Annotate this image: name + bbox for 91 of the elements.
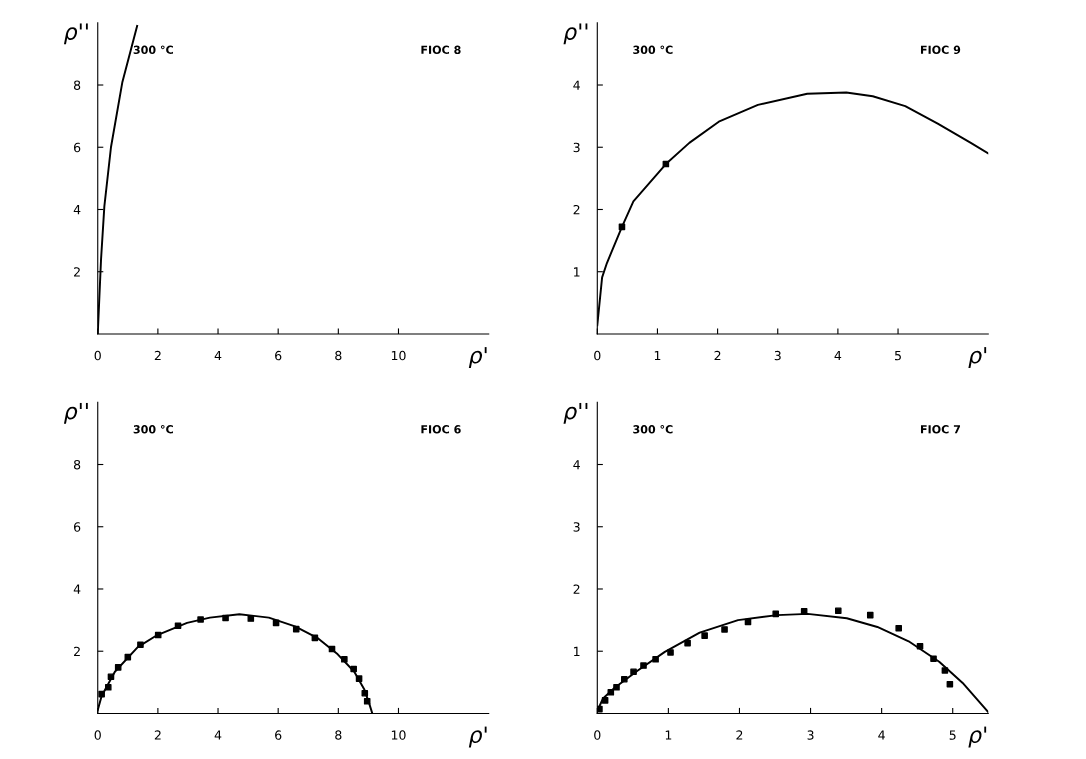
y-tick-label: 3 <box>573 522 580 532</box>
x-tick-label: 1 <box>665 730 672 740</box>
y-tick-label: 1 <box>574 646 580 656</box>
y-tick-label: 4 <box>573 80 580 90</box>
point <box>350 665 357 673</box>
y-tick-label: 4 <box>73 205 81 215</box>
y-tick-label: 2 <box>74 646 80 656</box>
y-axis-title: ρ'' <box>63 402 88 424</box>
y-tick-label: 6 <box>73 142 81 153</box>
x-tick-label: 0 <box>94 730 101 740</box>
point <box>895 624 902 632</box>
x-tick-label: 0 <box>594 350 601 361</box>
y-tick-label: 3 <box>573 142 580 153</box>
x-axis-title: ρ' <box>468 347 487 368</box>
annotation: FIOC 8 <box>421 45 461 54</box>
point <box>104 684 112 691</box>
x-tick-label: 4 <box>878 730 885 740</box>
x-tick-label: 3 <box>774 350 781 361</box>
point <box>721 626 728 633</box>
point <box>361 689 369 697</box>
point <box>621 675 628 683</box>
point <box>341 656 348 663</box>
y-axis-title: ρ'' <box>63 23 88 45</box>
x-tick-label: 8 <box>335 730 342 740</box>
y-tick-label: 2 <box>573 584 580 594</box>
y-axis-title: ρ'' <box>563 23 588 45</box>
y-tick-label: 2 <box>74 267 80 277</box>
x-tick-label: 6 <box>275 730 282 740</box>
x-tick-label: 0 <box>594 730 601 740</box>
y-axis-title: ρ'' <box>563 402 588 424</box>
point <box>866 611 874 619</box>
point <box>363 698 371 705</box>
x-axis-title: ρ' <box>968 726 987 748</box>
annotation: FIOC 7 <box>920 425 961 434</box>
y-tick-label: 6 <box>73 522 81 532</box>
point <box>946 680 954 688</box>
x-tick-label: 3 <box>807 730 814 740</box>
point <box>667 649 674 656</box>
y-tick-label: 1 <box>574 267 580 277</box>
point <box>772 610 780 618</box>
point <box>601 697 609 704</box>
x-tick-label: 2 <box>736 730 743 740</box>
y-tick-label: 8 <box>73 459 81 470</box>
x-axis-title: ρ' <box>468 726 487 748</box>
point <box>834 607 842 615</box>
x-tick-label: 6 <box>275 350 282 361</box>
x-tick-label: 4 <box>214 730 222 740</box>
x-tick-label: 5 <box>895 351 901 361</box>
x-tick-label: 2 <box>154 730 161 740</box>
y-tick-label: 2 <box>573 204 580 215</box>
point <box>607 689 615 696</box>
x-tick-label: 0 <box>94 350 101 361</box>
x-tick-label: 2 <box>154 350 161 361</box>
point <box>941 667 949 674</box>
annotation: 300 °C <box>633 425 673 434</box>
point <box>222 614 229 622</box>
point <box>630 668 637 676</box>
x-tick-label: 10 <box>391 730 406 740</box>
point <box>98 690 105 698</box>
x-tick-label: 10 <box>391 350 406 361</box>
point <box>197 616 204 623</box>
point <box>916 642 924 650</box>
y-tick-label: 4 <box>73 584 81 594</box>
annotation: 300 °C <box>633 45 673 54</box>
point <box>137 641 144 648</box>
point <box>652 656 659 663</box>
annotation: 300 °C <box>133 425 173 434</box>
annotation: FIOC 9 <box>920 45 961 54</box>
x-tick-label: 2 <box>714 350 721 361</box>
point <box>355 675 363 682</box>
x-tick-label: 1 <box>654 351 661 361</box>
annotation: FIOC 6 <box>421 425 461 434</box>
x-tick-label: 4 <box>214 351 222 361</box>
point <box>114 664 122 671</box>
point <box>701 632 708 639</box>
x-tick-label: 8 <box>335 350 342 361</box>
x-tick-label: 4 <box>834 351 842 361</box>
point <box>613 684 620 691</box>
point <box>800 608 808 615</box>
point <box>247 615 255 622</box>
point <box>292 625 300 633</box>
y-tick-label: 4 <box>573 460 580 470</box>
point <box>174 622 182 629</box>
x-axis-title: ρ' <box>968 347 987 368</box>
point <box>930 655 937 662</box>
x-tick-label: 5 <box>949 730 956 740</box>
point <box>684 639 691 647</box>
point <box>107 673 115 681</box>
annotation: 300 °C <box>133 45 173 54</box>
point <box>640 662 647 669</box>
y-tick-label: 8 <box>73 80 81 90</box>
